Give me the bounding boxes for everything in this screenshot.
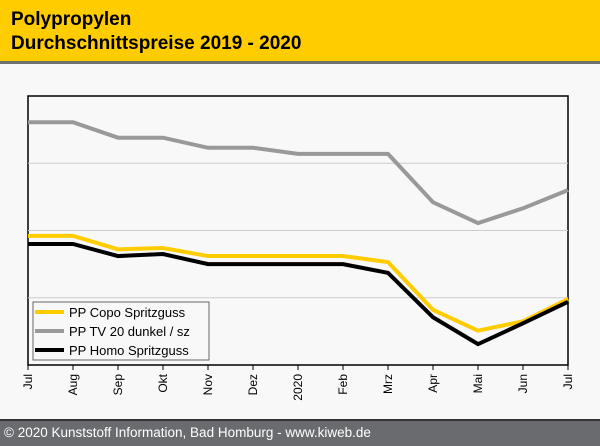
x-tick-label: Jul — [21, 374, 35, 389]
legend-label: PP Copo Spritzguss — [69, 305, 186, 320]
x-tick-label: Okt — [156, 373, 170, 392]
x-tick-label: Aug — [66, 374, 80, 395]
copyright-text: © 2020 Kunststoff Information, Bad Hombu… — [4, 425, 371, 440]
x-tick-label: Nov — [201, 374, 215, 395]
chart-title: Polypropylen — [11, 9, 132, 30]
x-tick-label: Apr — [426, 374, 440, 393]
footer: © 2020 Kunststoff Information, Bad Hombu… — [0, 419, 600, 446]
x-tick-label: Sep — [111, 374, 125, 396]
series-line-pp-tv-20-dunkel-sz — [28, 120, 569, 226]
x-tick-label: Feb — [336, 374, 350, 395]
x-tick-label: Jul — [561, 374, 575, 389]
legend-label: PP TV 20 dunkel / sz — [69, 324, 190, 339]
x-tick-label: Mrz — [381, 374, 395, 394]
series-line-pp-homo-spritzguss — [28, 241, 569, 347]
chart-header: Polypropylen Durchschnittspreise 2019 - … — [0, 0, 600, 64]
series-line-pp-copo-spritzguss — [28, 233, 569, 333]
x-tick-label: 2020 — [291, 374, 305, 401]
legend-label: PP Homo Spritzguss — [69, 343, 189, 358]
x-tick-label: Mai — [471, 374, 485, 393]
chart-subtitle: Durchschnittspreise 2019 - 2020 — [11, 33, 302, 54]
x-tick-label: Jun — [516, 374, 530, 393]
x-tick-label: Dez — [246, 374, 260, 395]
